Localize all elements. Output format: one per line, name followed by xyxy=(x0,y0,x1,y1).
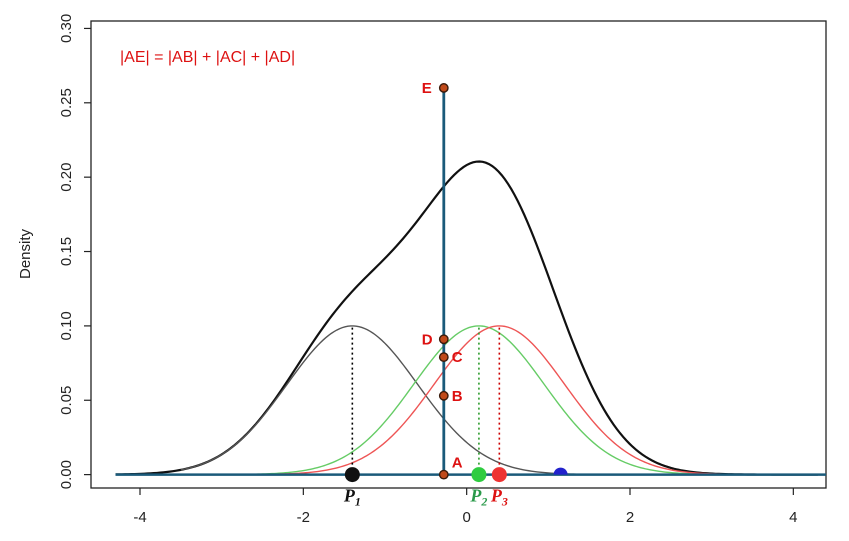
y-tick-label: 0.15 xyxy=(58,237,75,266)
x-axis: -4 -2 0 2 4 xyxy=(133,488,798,526)
markers xyxy=(344,83,568,483)
point-c xyxy=(438,352,449,363)
point-label-d: D xyxy=(422,331,433,348)
point-b xyxy=(438,390,449,401)
y-tick-label: 0.05 xyxy=(58,386,75,415)
sum-construction xyxy=(115,87,826,476)
x-tick-label: 4 xyxy=(789,509,797,526)
y-tick-label: 0.20 xyxy=(58,163,75,192)
center-label-p3: P3 xyxy=(490,486,508,509)
extra-marker xyxy=(553,467,568,475)
center-dot-p2 xyxy=(471,467,487,483)
center-label-p1: P1 xyxy=(343,486,361,509)
y-tick-label: 0.25 xyxy=(58,88,75,117)
point-a xyxy=(438,469,449,480)
center-dot-p3 xyxy=(491,467,507,483)
x-tick-label: -2 xyxy=(297,509,310,526)
point-label-a: A xyxy=(452,455,463,472)
curve-p3 xyxy=(238,325,753,476)
point-d xyxy=(438,334,449,345)
x-tick-label: 2 xyxy=(626,509,634,526)
density-curves xyxy=(115,160,818,476)
point-e xyxy=(438,83,449,93)
curve-sum xyxy=(115,160,818,476)
x-tick-label: -4 xyxy=(133,509,146,526)
curve-p2 xyxy=(237,325,737,476)
y-tick-label: 0.30 xyxy=(58,14,75,43)
x-tick-label: 0 xyxy=(462,509,470,526)
center-label-p2: P2 xyxy=(469,486,487,509)
labels: P1 P2 P3 E D C B A xyxy=(343,80,508,509)
y-tick-label: 0.10 xyxy=(58,311,75,340)
y-axis: 0.00 0.05 0.10 0.15 0.20 0.25 0.30 xyxy=(58,14,91,489)
y-tick-label: 0.00 xyxy=(58,460,75,489)
point-label-b: B xyxy=(452,388,463,405)
point-label-e: E xyxy=(422,80,432,97)
plot-frame xyxy=(90,20,827,489)
y-axis-label: Density xyxy=(17,228,34,279)
curve-p1 xyxy=(180,325,794,476)
point-label-c: C xyxy=(452,349,463,366)
center-dot-p1 xyxy=(344,467,360,483)
formula-annotation: |AE| = |AB| + |AC| + |AD| xyxy=(120,49,295,66)
